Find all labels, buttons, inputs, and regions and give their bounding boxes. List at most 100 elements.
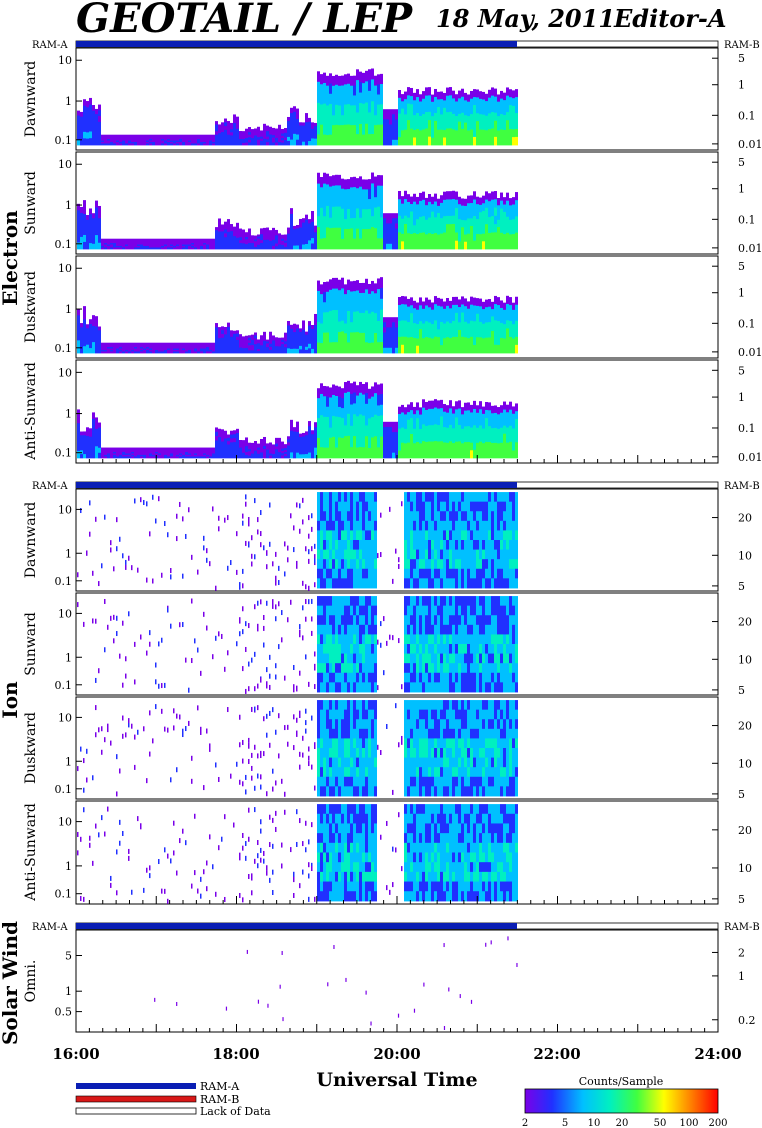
heat-cell [497, 328, 500, 338]
heat-cell [488, 578, 491, 589]
heat-cell [356, 426, 359, 438]
heat-cell [254, 344, 257, 348]
heat-cell [461, 511, 464, 522]
heat-cell [401, 344, 404, 354]
heat-cell [407, 128, 410, 138]
heat-cell [221, 234, 224, 239]
heat-cell [260, 441, 263, 445]
heat-cell [197, 134, 200, 137]
heat-cell [413, 330, 416, 339]
heat-cell [449, 215, 452, 225]
heat-cell [170, 568, 172, 574]
heat-cell [242, 135, 245, 138]
heat-cell [383, 322, 386, 328]
heat-cell [443, 240, 446, 250]
heat-cell [434, 415, 437, 425]
y2-tick-label: 0.01 [738, 346, 762, 359]
heat-cell [128, 447, 131, 450]
heat-cell [269, 349, 272, 354]
heat-cell [491, 331, 494, 339]
heat-cell [503, 309, 506, 318]
heat-cell [356, 416, 359, 428]
heat-cell [329, 549, 332, 560]
heat-cell [479, 441, 482, 451]
heat-cell [140, 244, 143, 247]
heat-cell [227, 138, 230, 142]
heat-cell [185, 137, 188, 140]
heat-cell [395, 317, 398, 323]
heat-cell [407, 322, 410, 331]
heat-cell [308, 129, 311, 134]
heat-cell [86, 126, 89, 133]
heat-cell [413, 406, 416, 415]
heat-cell [473, 128, 476, 138]
heat-cell [155, 348, 158, 351]
heat-cell [467, 233, 470, 242]
heat-cell [335, 84, 338, 96]
heat-cell [173, 136, 176, 139]
heat-cell [203, 454, 206, 457]
heat-cell [266, 245, 269, 250]
heat-cell [233, 233, 236, 237]
y2-tick-label: 0.1 [738, 422, 756, 435]
heat-cell [227, 236, 230, 241]
heat-cell [206, 241, 209, 244]
heat-cell [395, 342, 398, 349]
heat-cell [443, 411, 446, 420]
heat-cell [104, 347, 107, 350]
heat-cell [398, 421, 401, 430]
heat-cell [260, 452, 263, 456]
heat-cell [200, 344, 203, 347]
heat-cell [428, 314, 431, 323]
heat-cell [464, 578, 467, 589]
heat-cell [287, 436, 290, 440]
heat-cell [188, 450, 191, 453]
heat-cell [209, 141, 212, 144]
heat-cell [212, 245, 215, 248]
heat-cell [446, 297, 449, 307]
heat-cell [410, 520, 413, 531]
heat-cell [182, 351, 185, 354]
heat-cell [176, 451, 179, 454]
heat-cell [311, 132, 314, 136]
heat-cell [116, 342, 119, 345]
heat-cell [503, 241, 506, 250]
heat-cell [191, 349, 194, 352]
heat-cell [494, 559, 497, 570]
heat-cell [494, 568, 497, 579]
heat-cell [230, 430, 233, 436]
heat-cell [494, 435, 497, 444]
heat-cell [299, 447, 302, 452]
heat-cell [83, 118, 86, 126]
heat-cell [197, 140, 200, 143]
heat-cell [374, 501, 377, 512]
heat-cell [467, 330, 470, 339]
heat-cell [434, 201, 437, 210]
heat-cell [317, 321, 320, 333]
heat-cell [341, 228, 344, 240]
heat-cell [332, 501, 335, 512]
heat-cell [227, 344, 230, 350]
heat-cell [305, 446, 308, 451]
heat-cell [413, 436, 416, 444]
heat-cell [89, 333, 92, 339]
heat-cell [473, 408, 476, 418]
heat-cell [185, 342, 188, 345]
heat-cell [296, 231, 299, 236]
heat-cell [317, 501, 320, 512]
heat-cell [416, 302, 419, 311]
heat-cell [359, 436, 362, 448]
heat-cell [296, 563, 298, 569]
heat-cell [368, 388, 371, 400]
heat-cell [452, 199, 455, 208]
heat-cell [476, 540, 479, 551]
heat-cell [377, 217, 380, 229]
heat-cell [506, 87, 509, 97]
heat-cell [176, 238, 179, 241]
heat-cell [473, 240, 476, 250]
heat-cell [188, 347, 191, 350]
heat-cell [185, 344, 188, 347]
heat-cell [77, 430, 80, 438]
heat-cell [377, 331, 380, 343]
